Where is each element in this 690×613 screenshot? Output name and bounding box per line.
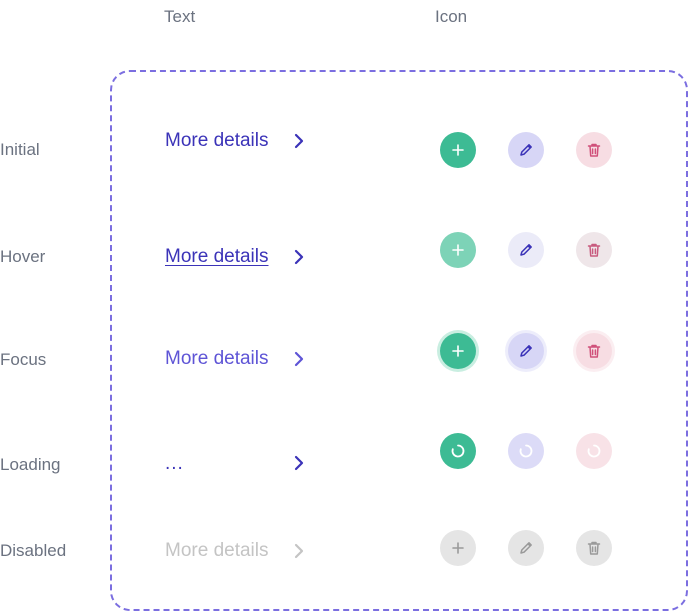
spinner-icon [519,444,533,458]
trash-icon [587,541,601,555]
more-details-link-disabled: More details [165,540,269,561]
state-label-initial: Initial [0,140,40,159]
plus-icon [452,144,464,156]
state-label-disabled: Disabled [0,541,67,560]
column-header-icon: Icon [435,7,468,26]
trash-icon [587,143,601,157]
chevron-right-icon [294,543,304,559]
column-header-text: Text [164,7,196,26]
add-button-focus[interactable] [440,333,476,369]
edit-button-disabled [508,530,544,566]
plus-icon [452,542,464,554]
delete-button-initial[interactable] [576,132,612,168]
edit-button-hover[interactable] [508,232,544,268]
trash-icon [587,344,601,358]
trash-icon [587,243,601,257]
delete-button-hover[interactable] [576,232,612,268]
add-button-hover[interactable] [440,232,476,268]
more-details-link-focus[interactable]: More details [165,348,269,369]
pencil-icon [520,542,532,554]
pencil-icon [520,144,532,156]
add-button-disabled [440,530,476,566]
variants-frame [110,70,688,611]
more-details-link-loading: ... [165,453,184,474]
spinner-icon [451,444,465,458]
chevron-right-icon [294,455,304,471]
state-label-focus: Focus [0,350,47,369]
chevron-right-icon[interactable] [291,133,307,149]
delete-button-loading [576,433,612,469]
pencil-icon [520,345,532,357]
chevron-right-icon[interactable] [291,249,307,265]
plus-icon [452,244,464,256]
more-details-link-hover[interactable]: More details [165,246,269,267]
plus-icon [452,345,464,357]
add-button-initial[interactable] [440,132,476,168]
state-label-hover: Hover [0,247,46,266]
pencil-icon [520,244,532,256]
edit-button-loading [508,433,544,469]
state-label-loading: Loading [0,455,61,474]
spinner-icon [587,444,601,458]
delete-button-disabled [576,530,612,566]
chevron-right-icon[interactable] [291,351,307,367]
add-button-loading [440,433,476,469]
more-details-link-initial[interactable]: More details [165,130,269,151]
edit-button-initial[interactable] [508,132,544,168]
delete-button-focus[interactable] [576,333,612,369]
edit-button-focus[interactable] [508,333,544,369]
